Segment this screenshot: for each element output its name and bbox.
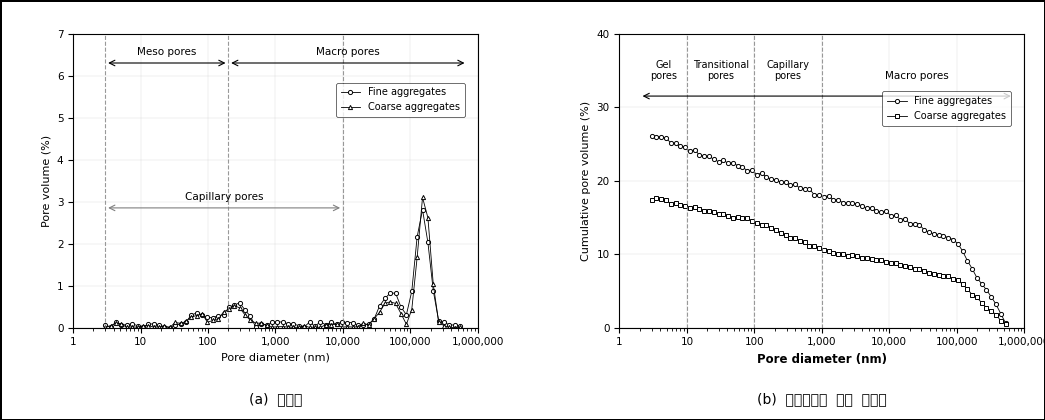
Text: (a)  공극률: (a) 공극률 <box>249 392 302 406</box>
Text: Capillary
pores: Capillary pores <box>767 60 810 81</box>
Fine aggregates <box>99 323 112 328</box>
Text: Gel
pores: Gel pores <box>650 60 677 81</box>
Fine aggregates <box>961 258 974 263</box>
Fine aggregates <box>923 230 935 235</box>
Fine aggregates <box>928 231 940 236</box>
Text: (b)  페이스트의  누적  다공도: (b) 페이스트의 누적 다공도 <box>757 392 886 406</box>
Text: Transitional
pores: Transitional pores <box>693 60 749 81</box>
Line: Fine aggregates: Fine aggregates <box>103 207 462 330</box>
Coarse aggregates <box>126 324 139 329</box>
Line: Fine aggregates: Fine aggregates <box>650 134 1007 325</box>
Fine aggregates <box>646 133 658 138</box>
Fine aggregates <box>913 222 926 227</box>
Coarse aggregates <box>245 318 257 323</box>
Fine aggregates <box>433 318 445 323</box>
Y-axis label: Pore volume (%): Pore volume (%) <box>41 134 51 227</box>
Coarse aggregates <box>918 268 930 273</box>
Coarse aggregates <box>368 316 380 321</box>
Text: Meso pores: Meso pores <box>137 47 196 57</box>
Coarse aggregates <box>942 274 954 279</box>
Coarse aggregates <box>142 323 155 328</box>
Fine aggregates <box>454 324 466 329</box>
Coarse aggregates <box>99 325 112 330</box>
Fine aggregates <box>250 325 262 330</box>
Legend: Fine aggregates, Coarse aggregates: Fine aggregates, Coarse aggregates <box>335 83 465 117</box>
Fine aggregates <box>373 304 386 309</box>
X-axis label: Pore diameter (nm): Pore diameter (nm) <box>757 353 887 366</box>
Fine aggregates <box>674 144 687 149</box>
Coarse aggregates <box>260 323 273 328</box>
Text: Macro pores: Macro pores <box>316 47 379 57</box>
Fine aggregates <box>265 320 278 325</box>
Text: Macro pores: Macro pores <box>885 71 949 81</box>
Coarse aggregates <box>448 325 461 330</box>
Coarse aggregates <box>999 322 1012 327</box>
Coarse aggregates <box>454 325 466 330</box>
Coarse aggregates <box>966 292 978 297</box>
X-axis label: Pore diameter (nm): Pore diameter (nm) <box>222 353 330 363</box>
Coarse aggregates <box>646 197 658 202</box>
Coarse aggregates <box>416 195 428 200</box>
Coarse aggregates <box>928 272 940 277</box>
Coarse aggregates <box>932 273 945 278</box>
Coarse aggregates <box>679 204 692 209</box>
Fine aggregates <box>164 325 177 330</box>
Fine aggregates <box>126 321 139 326</box>
Fine aggregates <box>937 233 950 238</box>
Line: Coarse aggregates: Coarse aggregates <box>103 195 462 330</box>
Y-axis label: Cumulative pore volume (%): Cumulative pore volume (%) <box>581 100 591 261</box>
Legend: Fine aggregates, Coarse aggregates: Fine aggregates, Coarse aggregates <box>882 92 1012 126</box>
Line: Coarse aggregates: Coarse aggregates <box>650 196 1007 327</box>
Coarse aggregates <box>427 282 440 287</box>
Text: Capillary pores: Capillary pores <box>185 192 263 202</box>
Coarse aggregates <box>650 195 663 200</box>
Fine aggregates <box>999 320 1012 326</box>
Fine aggregates <box>142 322 155 327</box>
Fine aggregates <box>416 207 428 212</box>
